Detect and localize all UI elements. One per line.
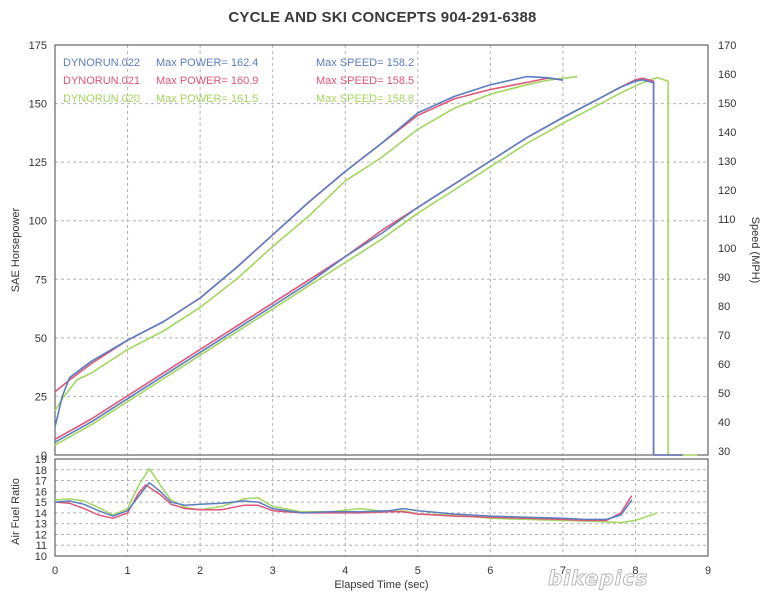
afr-plot-area — [55, 459, 708, 556]
tick-label-speed: 170 — [718, 40, 736, 52]
tick-label-speed: 90 — [718, 272, 730, 284]
tick-label-hp: 75 — [35, 274, 47, 286]
speed-line-dynorun-022 — [54, 79, 683, 456]
tick-label-speed: 50 — [718, 388, 730, 400]
legend-max-speed: Max SPEED= 158.2 — [316, 57, 414, 69]
tick-label-speed: 140 — [718, 127, 736, 139]
afr-tick-label: 18 — [35, 465, 47, 477]
power-line-dynorun-020 — [54, 75, 578, 411]
x-tick-label: 0 — [52, 565, 58, 577]
tick-label-hp: 175 — [29, 40, 47, 52]
y-axis-label-hp: SAE Horsepower — [10, 207, 22, 292]
x-tick-label: 6 — [487, 565, 493, 577]
tick-label-speed: 120 — [718, 185, 736, 197]
legend-max-power: Max POWER= 161.5 — [156, 93, 258, 105]
y-axis-label-speed: Speed (MPH) — [749, 217, 761, 284]
x-tick-label: 3 — [270, 565, 276, 577]
afr-tick-label: 13 — [35, 519, 47, 531]
x-tick-label: 7 — [560, 565, 566, 577]
tick-label-hp: 150 — [29, 99, 47, 111]
tick-label-speed: 80 — [718, 301, 730, 313]
x-axis-label: Elapsed Time (sec) — [334, 579, 428, 591]
afr-tick-label: 15 — [35, 497, 47, 509]
x-tick-label: 2 — [197, 565, 203, 577]
power-speed-panel: 0 25 50 75 100 125 150 175 30 40 50 60 70 80 90 100 110 1… — [29, 40, 737, 462]
x-tick-label: 8 — [632, 565, 638, 577]
legend-max-power: Max POWER= 162.4 — [156, 57, 258, 69]
tick-label-speed: 100 — [718, 243, 736, 255]
tick-label-speed: 30 — [718, 446, 730, 458]
tick-label-speed: 40 — [718, 417, 730, 429]
tick-label-speed: 110 — [718, 214, 736, 226]
afr-tick-label: 11 — [36, 540, 47, 552]
afr-tick-label: 17 — [35, 476, 47, 488]
watermark-logo: bikepics — [548, 566, 648, 590]
x-tick-label: 5 — [415, 565, 421, 577]
power-line-dynorun-022 — [54, 75, 564, 428]
legend-run-label: DYNORUN.021 — [63, 75, 140, 87]
afr-tick-label: 19 — [35, 454, 47, 466]
tick-label-speed: 70 — [718, 330, 730, 342]
tick-label-hp: 0 — [41, 450, 47, 462]
legend-run-label: DYNORUN.022 — [63, 57, 140, 69]
afr-tick-label: 14 — [35, 508, 47, 520]
afr-line-dynorun-020 — [54, 467, 658, 524]
tick-label-hp: 50 — [35, 333, 47, 345]
tick-label-speed: 130 — [718, 156, 736, 168]
afr-line-dynorun-022 — [54, 481, 633, 521]
legend-run-label: DYNORUN.020 — [63, 93, 140, 105]
afr-line-dynorun-021 — [54, 484, 633, 522]
afr-plot-frame — [54, 458, 709, 557]
plot-area — [55, 45, 708, 455]
tick-label-hp: 25 — [35, 391, 47, 403]
afr-tick-label: 16 — [35, 486, 47, 498]
tick-label-speed: 160 — [718, 69, 736, 81]
tick-label-hp: 100 — [29, 216, 47, 228]
y-axis-label-afr: Air Fuel Ratio — [10, 478, 22, 545]
legend-max-speed: Max SPEED= 158.8 — [316, 93, 414, 105]
x-tick-label: 4 — [342, 565, 348, 577]
legend-max-speed: Max SPEED= 158.5 — [316, 75, 414, 87]
afr-tick-label: 10 — [35, 551, 47, 563]
afr-tick-label: 12 — [35, 529, 47, 541]
legend: DYNORUN.022 Max POWER= 162.4 Max SPEED= 15… — [63, 57, 414, 105]
tick-label-speed: 60 — [718, 359, 730, 371]
legend-max-power: Max POWER= 160.9 — [156, 75, 258, 87]
x-tick-label: 1 — [124, 565, 130, 577]
tick-label-speed: 150 — [718, 98, 736, 110]
x-tick-label: 9 — [705, 565, 711, 577]
plot-frame — [54, 44, 709, 456]
axis-labels: Elapsed Time (sec) SAE Horsepower Speed (M… — [10, 207, 761, 591]
page-title: CYCLE AND SKI CONCEPTS 904-291-6388 — [228, 9, 537, 26]
tick-label-hp: 125 — [29, 157, 47, 169]
